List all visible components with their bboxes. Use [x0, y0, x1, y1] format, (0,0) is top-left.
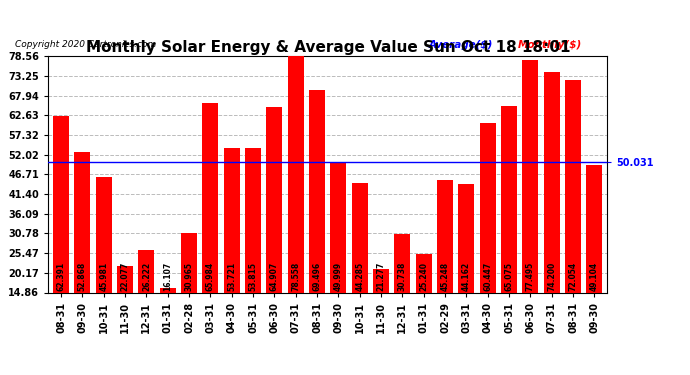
Bar — [202, 103, 219, 292]
Text: 72.054: 72.054 — [569, 262, 578, 291]
Bar — [544, 72, 560, 292]
Bar — [586, 165, 602, 292]
Text: 60.447: 60.447 — [483, 262, 492, 291]
Text: 45.981: 45.981 — [99, 262, 108, 291]
Text: 26.222: 26.222 — [142, 262, 151, 291]
Text: 74.200: 74.200 — [547, 262, 556, 291]
Text: 49.104: 49.104 — [590, 262, 599, 291]
Bar — [522, 60, 538, 292]
Text: 49.999: 49.999 — [334, 262, 343, 291]
Text: 44.162: 44.162 — [462, 262, 471, 291]
Bar — [416, 254, 432, 292]
Bar — [565, 80, 581, 292]
Text: Monthly($): Monthly($) — [518, 40, 582, 50]
Bar — [437, 180, 453, 292]
Bar — [96, 177, 112, 292]
Text: 65.075: 65.075 — [504, 262, 513, 291]
Bar — [395, 234, 411, 292]
Text: 52.868: 52.868 — [78, 262, 87, 291]
Text: 45.248: 45.248 — [441, 262, 450, 291]
Title: Monthly Solar Energy & Average Value Sun Oct 18 18:01: Monthly Solar Energy & Average Value Sun… — [86, 40, 570, 55]
Text: 62.391: 62.391 — [57, 262, 66, 291]
Bar — [160, 288, 176, 292]
Text: 16.107: 16.107 — [164, 262, 172, 291]
Bar — [117, 266, 133, 292]
Text: 65.984: 65.984 — [206, 262, 215, 291]
Bar — [75, 152, 90, 292]
Text: Average($): Average($) — [428, 40, 493, 50]
Bar — [331, 162, 346, 292]
Text: 22.077: 22.077 — [121, 262, 130, 291]
Bar — [458, 184, 475, 292]
Bar — [373, 269, 389, 292]
Bar — [501, 106, 517, 292]
Text: 77.495: 77.495 — [526, 262, 535, 291]
Text: 25.240: 25.240 — [420, 262, 428, 291]
Bar — [181, 233, 197, 292]
Bar — [224, 148, 239, 292]
Bar — [139, 251, 155, 292]
Bar — [288, 56, 304, 292]
Bar — [53, 116, 69, 292]
Text: 30.738: 30.738 — [398, 262, 407, 291]
Bar — [309, 90, 325, 292]
Bar — [352, 183, 368, 292]
Bar — [266, 107, 282, 292]
Text: Copyright 2020 Cartronics.com: Copyright 2020 Cartronics.com — [14, 40, 156, 49]
Bar — [480, 123, 495, 292]
Bar — [245, 148, 261, 292]
Text: 30.965: 30.965 — [185, 262, 194, 291]
Text: 78.558: 78.558 — [291, 262, 300, 291]
Text: 44.285: 44.285 — [355, 262, 364, 291]
Text: 53.815: 53.815 — [248, 262, 257, 291]
Text: 21.277: 21.277 — [377, 262, 386, 291]
Text: 64.907: 64.907 — [270, 262, 279, 291]
Text: 53.721: 53.721 — [227, 262, 236, 291]
Text: 69.496: 69.496 — [313, 262, 322, 291]
